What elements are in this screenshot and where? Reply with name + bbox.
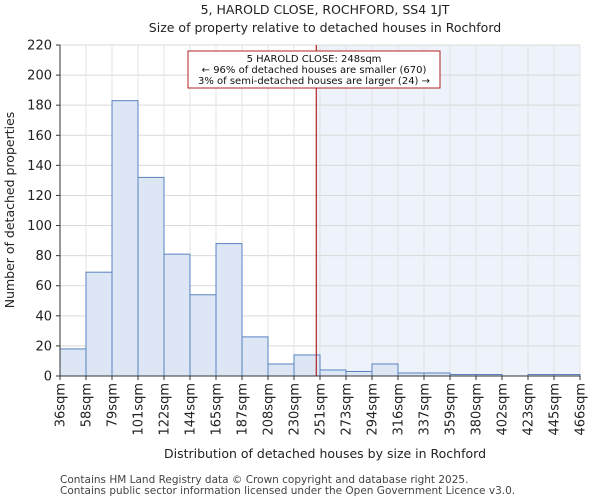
annotation-box	[187, 50, 441, 89]
x-tick-label: 402sqm	[496, 383, 511, 436]
bar	[371, 363, 399, 377]
x-tick-label: 445sqm	[548, 383, 563, 436]
bar	[189, 294, 217, 377]
x-tick-label: 337sqm	[418, 383, 433, 436]
bar	[111, 100, 139, 377]
y-tick-label: 100	[27, 219, 52, 234]
x-tick-label: 122sqm	[158, 383, 173, 436]
x-tick-label: 165sqm	[210, 383, 225, 436]
x-tick-label: 359sqm	[444, 383, 459, 436]
chart-subtitle: Size of property relative to detached ho…	[149, 20, 501, 35]
bar	[163, 253, 191, 377]
x-tick-label: 294sqm	[366, 383, 381, 436]
footer-line-1: Contains HM Land Registry data © Crown c…	[60, 474, 468, 486]
x-tick-label: 187sqm	[236, 383, 251, 436]
chart-title: 5, HAROLD CLOSE, ROCHFORD, SS4 1JT	[201, 2, 450, 17]
x-tick-label: 144sqm	[184, 383, 199, 436]
plot-area: 5 HAROLD CLOSE: 248sqm← 96% of detached …	[27, 39, 588, 436]
x-tick-label: 466sqm	[574, 383, 589, 436]
x-tick-label: 208sqm	[262, 383, 277, 436]
x-tick-label: 316sqm	[392, 383, 407, 436]
x-tick-label: 101sqm	[132, 383, 147, 436]
y-tick-label: 220	[27, 39, 52, 54]
bar	[319, 369, 347, 377]
shaded-region	[316, 45, 580, 376]
y-tick-label: 60	[35, 279, 52, 294]
x-tick-label: 79sqm	[106, 383, 121, 427]
x-tick-label: 251sqm	[314, 383, 329, 436]
bar	[267, 363, 295, 377]
x-tick-label: 58sqm	[80, 383, 95, 427]
x-tick-label: 36sqm	[54, 383, 69, 427]
annotation-title: 5 HAROLD CLOSE: 248sqm	[247, 54, 382, 65]
annotation-larger: 3% of semi-detached houses are larger (2…	[198, 76, 430, 87]
bar	[137, 176, 165, 377]
y-tick-label: 180	[27, 99, 52, 114]
y-tick-label: 140	[27, 159, 52, 174]
y-tick-label: 200	[27, 69, 52, 84]
bar	[59, 348, 87, 377]
x-tick-label: 380sqm	[470, 383, 485, 436]
y-tick-label: 20	[35, 339, 52, 354]
y-tick-label: 40	[35, 309, 52, 324]
bar	[241, 336, 269, 377]
x-tick-label: 230sqm	[288, 383, 303, 436]
bar	[215, 243, 243, 377]
y-tick-label: 160	[27, 129, 52, 144]
x-tick-label: 273sqm	[340, 383, 355, 436]
x-tick-label: 423sqm	[522, 383, 537, 436]
annotation-smaller: ← 96% of detached houses are smaller (67…	[202, 65, 427, 76]
x-axis-label: Distribution of detached houses by size …	[164, 446, 486, 461]
y-tick-label: 120	[27, 189, 52, 204]
y-tick-label: 80	[35, 249, 52, 264]
footer-line-2: Contains public sector information licen…	[60, 485, 515, 497]
bar	[85, 271, 113, 377]
bar	[345, 370, 373, 377]
y-axis-label: Number of detached properties	[2, 112, 17, 309]
y-tick-label: 0	[44, 370, 52, 385]
